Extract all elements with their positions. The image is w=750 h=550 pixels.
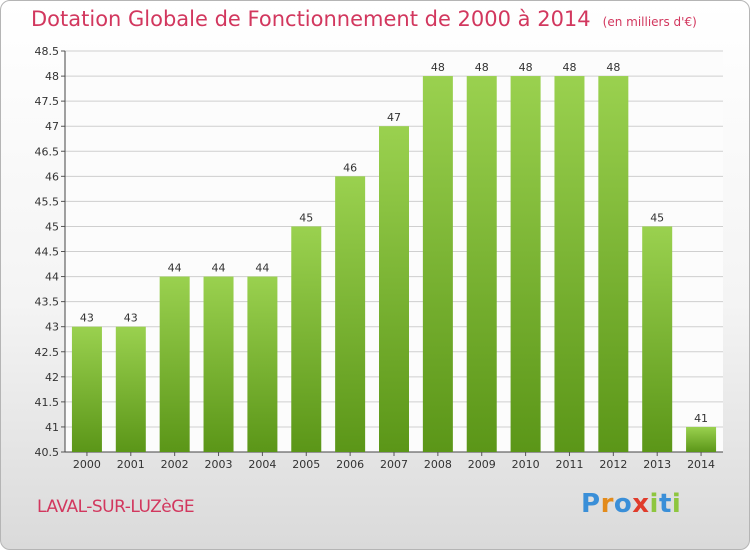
x-tick-label: 2008 bbox=[424, 458, 452, 471]
x-tick-label: 2000 bbox=[73, 458, 101, 471]
data-label: 44 bbox=[212, 262, 226, 275]
y-tick-label: 42.5 bbox=[35, 346, 60, 359]
x-tick-label: 2010 bbox=[512, 458, 540, 471]
x-tick-label: 2006 bbox=[336, 458, 364, 471]
x-tick-label: 2002 bbox=[161, 458, 189, 471]
bar bbox=[203, 276, 234, 452]
y-tick-label: 41 bbox=[45, 421, 59, 434]
title-text: Dotation Globale de Fonctionnement de 20… bbox=[31, 7, 591, 31]
logo-letter: i bbox=[671, 489, 682, 519]
data-label: 48 bbox=[606, 61, 620, 74]
title-unit: (en milliers d'€) bbox=[602, 15, 697, 29]
x-tick-label: 2011 bbox=[555, 458, 583, 471]
bar bbox=[115, 326, 146, 452]
y-tick-label: 43.5 bbox=[35, 296, 60, 309]
logo-letter: r bbox=[600, 489, 614, 519]
y-tick-label: 43 bbox=[45, 321, 59, 334]
bar-layer bbox=[71, 76, 717, 452]
data-label: 41 bbox=[694, 412, 708, 425]
bar bbox=[554, 76, 585, 452]
data-label: 45 bbox=[650, 211, 664, 224]
x-tick-label: 2009 bbox=[468, 458, 496, 471]
data-label: 48 bbox=[475, 61, 489, 74]
y-tick-label: 45.5 bbox=[35, 195, 60, 208]
y-tick-label: 48 bbox=[45, 70, 59, 83]
logo-letter: x bbox=[632, 489, 650, 519]
data-label: 43 bbox=[80, 312, 94, 325]
x-tick-label: 2001 bbox=[117, 458, 145, 471]
bar bbox=[686, 426, 717, 452]
bar bbox=[642, 226, 673, 452]
data-label: 45 bbox=[299, 211, 313, 224]
y-tick-label: 44.5 bbox=[35, 246, 60, 259]
bar bbox=[466, 76, 497, 452]
data-label: 47 bbox=[387, 111, 401, 124]
x-tick-label: 2007 bbox=[380, 458, 408, 471]
bar bbox=[247, 276, 278, 452]
y-tick-label: 46 bbox=[45, 170, 59, 183]
commune-name: LAVAL-SUR-LUZèGE bbox=[37, 497, 195, 517]
y-tick-label: 41.5 bbox=[35, 396, 60, 409]
bar bbox=[71, 326, 102, 452]
data-label: 48 bbox=[431, 61, 445, 74]
logo-letter: P bbox=[581, 489, 601, 519]
y-tick-label: 48.5 bbox=[35, 45, 60, 58]
data-label: 48 bbox=[519, 61, 533, 74]
y-tick-label: 42 bbox=[45, 371, 59, 384]
bar bbox=[291, 226, 322, 452]
bar bbox=[510, 76, 541, 452]
x-tick-label: 2004 bbox=[248, 458, 276, 471]
x-tick-label: 2013 bbox=[643, 458, 671, 471]
y-tick-label: 46.5 bbox=[35, 145, 60, 158]
label-layer: 43 2000 43 2001 44 2002 44 2003 44 2004 45 2005 46 20… bbox=[73, 61, 715, 471]
y-tick-label: 44 bbox=[45, 271, 59, 284]
bar bbox=[422, 76, 453, 452]
logo-letter: o bbox=[613, 489, 633, 519]
data-label: 48 bbox=[562, 61, 576, 74]
bar bbox=[159, 276, 190, 452]
proxiti-logo: Proxiti bbox=[581, 489, 681, 519]
bar bbox=[598, 76, 629, 452]
bar bbox=[379, 126, 409, 452]
bar bbox=[335, 176, 366, 452]
data-label: 46 bbox=[343, 161, 357, 174]
y-tick-label: 47.5 bbox=[35, 95, 60, 108]
chart-title: Dotation Globale de Fonctionnement de 20… bbox=[31, 7, 697, 31]
logo-letter: i bbox=[649, 489, 659, 519]
y-tick-label: 45 bbox=[45, 220, 59, 233]
data-label: 43 bbox=[124, 312, 138, 325]
x-tick-label: 2014 bbox=[687, 458, 715, 471]
data-label: 44 bbox=[168, 262, 182, 275]
x-tick-label: 2012 bbox=[599, 458, 627, 471]
logo-letter: t bbox=[658, 489, 672, 519]
x-tick-label: 2005 bbox=[292, 458, 320, 471]
data-label: 44 bbox=[255, 262, 269, 275]
x-tick-label: 2003 bbox=[205, 458, 233, 471]
y-tick-label: 40.5 bbox=[35, 446, 60, 459]
y-tick-label: 47 bbox=[45, 120, 59, 133]
